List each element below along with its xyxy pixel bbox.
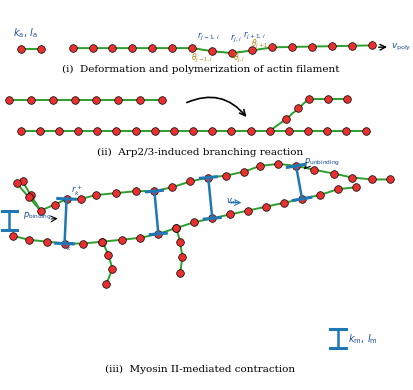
Text: $p_{\rm unbinding}$: $p_{\rm unbinding}$ [303, 156, 339, 168]
Text: $\theta_{j,i}$: $\theta_{j,i}$ [233, 52, 245, 66]
Text: (iii)  Myosin II-mediated contraction: (iii) Myosin II-mediated contraction [105, 365, 294, 374]
Text: $r_k^-$: $r_k^-$ [62, 240, 74, 253]
Text: $k_{\rm m},\, l_{\rm m}$: $k_{\rm m},\, l_{\rm m}$ [347, 332, 377, 346]
Text: $v_{\rm m}$: $v_{\rm m}$ [225, 197, 238, 207]
Text: $r_k^+$: $r_k^+$ [70, 184, 82, 199]
Text: $r_{j-1,i}$: $r_{j-1,i}$ [197, 30, 219, 43]
Text: $p_{\rm binding}$: $p_{\rm binding}$ [23, 211, 51, 222]
Text: $\theta_{j+1,i}$: $\theta_{j+1,i}$ [250, 38, 273, 51]
Text: $r_{j+1,i}$: $r_{j+1,i}$ [242, 30, 265, 42]
Text: $r_{j,i}$: $r_{j,i}$ [230, 32, 242, 44]
Text: $k_{\rm a},\, l_{\rm a}$: $k_{\rm a},\, l_{\rm a}$ [13, 26, 38, 39]
Text: (i)  Deformation and polymerization of actin filament: (i) Deformation and polymerization of ac… [62, 65, 338, 74]
Text: (ii)  Arp2/3-induced branching reaction: (ii) Arp2/3-induced branching reaction [97, 148, 303, 158]
Text: $v_{\rm poly}$: $v_{\rm poly}$ [390, 42, 411, 53]
Text: $\theta_{j-1,i}$: $\theta_{j-1,i}$ [191, 52, 213, 66]
